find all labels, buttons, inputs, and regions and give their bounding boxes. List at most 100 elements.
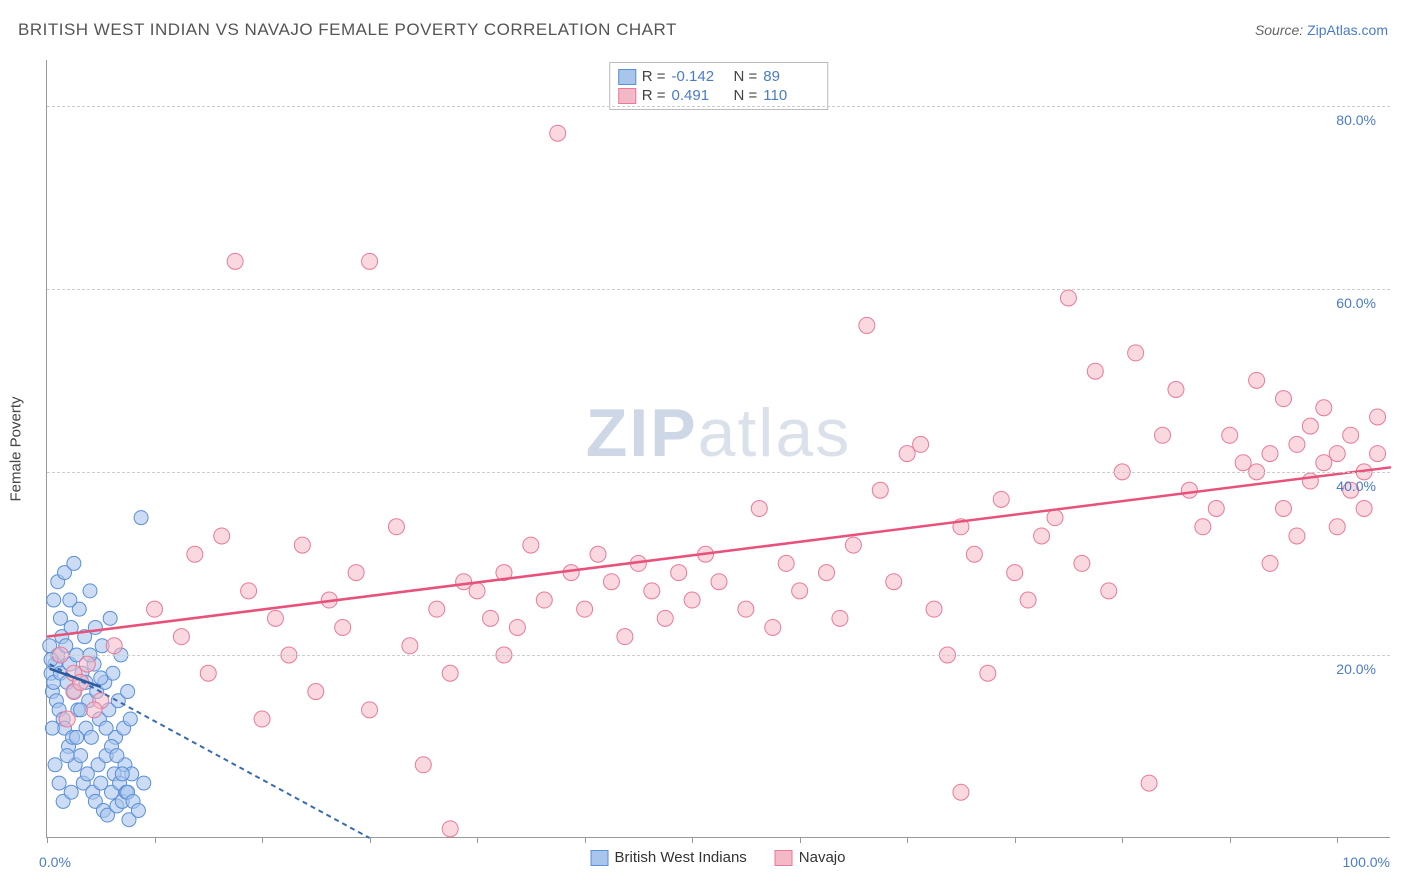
stat-n-label-0: N =	[734, 68, 758, 85]
scatter-point-navajo	[308, 684, 324, 700]
scatter-point-navajo	[1155, 427, 1171, 443]
scatter-point-navajo	[1181, 482, 1197, 498]
plot-area: ZIPatlas R = -0.142 N = 89 R = 0.491 N =…	[46, 60, 1390, 838]
scatter-point-navajo	[86, 702, 102, 718]
scatter-point-navajo	[1356, 500, 1372, 516]
scatter-point-navajo	[1289, 528, 1305, 544]
scatter-point-bwi	[94, 671, 108, 685]
y-axis-label: Female Poverty	[8, 396, 25, 501]
scatter-point-navajo	[106, 638, 122, 654]
source-link[interactable]: ZipAtlas.com	[1307, 22, 1388, 38]
scatter-point-bwi	[52, 776, 66, 790]
scatter-point-navajo	[335, 619, 351, 635]
scatter-point-bwi	[121, 685, 135, 699]
scatter-point-bwi	[70, 730, 84, 744]
scatter-point-navajo	[294, 537, 310, 553]
scatter-point-navajo	[738, 601, 754, 617]
scatter-point-navajo	[899, 446, 915, 462]
scatter-point-navajo	[1208, 500, 1224, 516]
scatter-point-navajo	[819, 565, 835, 581]
x-tick-label: 100.0%	[1343, 854, 1390, 870]
legend-item-bwi: British West Indians	[591, 849, 747, 866]
scatter-point-navajo	[1316, 455, 1332, 471]
scatter-point-navajo	[227, 253, 243, 269]
scatter-point-navajo	[267, 610, 283, 626]
legend: British West Indians Navajo	[591, 849, 846, 866]
chart-header: BRITISH WEST INDIAN VS NAVAJO FEMALE POV…	[18, 20, 1388, 40]
scatter-point-navajo	[1370, 446, 1386, 462]
scatter-point-navajo	[1329, 446, 1345, 462]
scatter-point-navajo	[1087, 363, 1103, 379]
scatter-point-navajo	[1302, 418, 1318, 434]
scatter-point-bwi	[74, 749, 88, 763]
y-tick-label: 60.0%	[1336, 295, 1376, 311]
scatter-point-navajo	[469, 583, 485, 599]
scatter-point-bwi	[45, 721, 59, 735]
scatter-point-navajo	[173, 629, 189, 645]
stats-row-bwi: R = -0.142 N = 89	[618, 67, 820, 86]
scatter-point-bwi	[74, 703, 88, 717]
scatter-point-navajo	[993, 491, 1009, 507]
correlation-stats-box: R = -0.142 N = 89 R = 0.491 N = 110	[609, 62, 829, 110]
scatter-point-navajo	[362, 253, 378, 269]
scatter-point-navajo	[1249, 372, 1265, 388]
swatch-bwi	[618, 69, 636, 85]
scatter-point-bwi	[83, 584, 97, 598]
scatter-point-navajo	[147, 601, 163, 617]
scatter-point-bwi	[134, 511, 148, 525]
scatter-point-bwi	[60, 749, 74, 763]
scatter-point-bwi	[99, 721, 113, 735]
scatter-point-navajo	[442, 821, 458, 837]
scatter-point-navajo	[536, 592, 552, 608]
scatter-point-navajo	[603, 574, 619, 590]
scatter-point-navajo	[1060, 290, 1076, 306]
stat-r-value-1: 0.491	[672, 87, 728, 104]
scatter-point-bwi	[84, 730, 98, 744]
y-tick-label: 80.0%	[1336, 112, 1376, 128]
stat-n-label-1: N =	[734, 87, 758, 104]
stat-r-label-1: R =	[642, 87, 666, 104]
scatter-point-navajo	[509, 619, 525, 635]
legend-label-bwi: British West Indians	[615, 849, 747, 866]
scatter-point-navajo	[563, 565, 579, 581]
stat-r-label-0: R =	[642, 68, 666, 85]
scatter-point-bwi	[63, 593, 77, 607]
scatter-point-navajo	[254, 711, 270, 727]
scatter-point-bwi	[115, 767, 129, 781]
scatter-point-bwi	[131, 804, 145, 818]
scatter-point-navajo	[711, 574, 727, 590]
scatter-point-navajo	[1316, 400, 1332, 416]
y-tick-label: 20.0%	[1336, 661, 1376, 677]
scatter-point-navajo	[751, 500, 767, 516]
scatter-point-bwi	[137, 776, 151, 790]
swatch-navajo	[618, 88, 636, 104]
scatter-point-navajo	[765, 619, 781, 635]
scatter-point-navajo	[1128, 345, 1144, 361]
scatter-point-navajo	[200, 665, 216, 681]
scatter-point-navajo	[1262, 446, 1278, 462]
chart-title: BRITISH WEST INDIAN VS NAVAJO FEMALE POV…	[18, 20, 677, 40]
scatter-point-navajo	[966, 546, 982, 562]
scatter-point-navajo	[845, 537, 861, 553]
scatter-point-navajo	[415, 757, 431, 773]
legend-label-navajo: Navajo	[799, 849, 846, 866]
scatter-point-navajo	[980, 665, 996, 681]
scatter-point-bwi	[47, 593, 61, 607]
scatter-point-navajo	[1370, 409, 1386, 425]
scatter-point-navajo	[644, 583, 660, 599]
scatter-point-navajo	[1343, 427, 1359, 443]
scatter-point-navajo	[1074, 555, 1090, 571]
scatter-point-navajo	[1168, 382, 1184, 398]
scatter-point-navajo	[429, 601, 445, 617]
scatter-point-navajo	[1275, 500, 1291, 516]
legend-item-navajo: Navajo	[775, 849, 846, 866]
scatter-plot-svg	[47, 60, 1391, 838]
scatter-point-navajo	[886, 574, 902, 590]
scatter-point-navajo	[1034, 528, 1050, 544]
scatter-point-navajo	[1289, 436, 1305, 452]
scatter-point-navajo	[872, 482, 888, 498]
scatter-point-navajo	[913, 436, 929, 452]
scatter-point-navajo	[1302, 473, 1318, 489]
stat-r-value-0: -0.142	[672, 68, 728, 85]
scatter-point-bwi	[48, 758, 62, 772]
